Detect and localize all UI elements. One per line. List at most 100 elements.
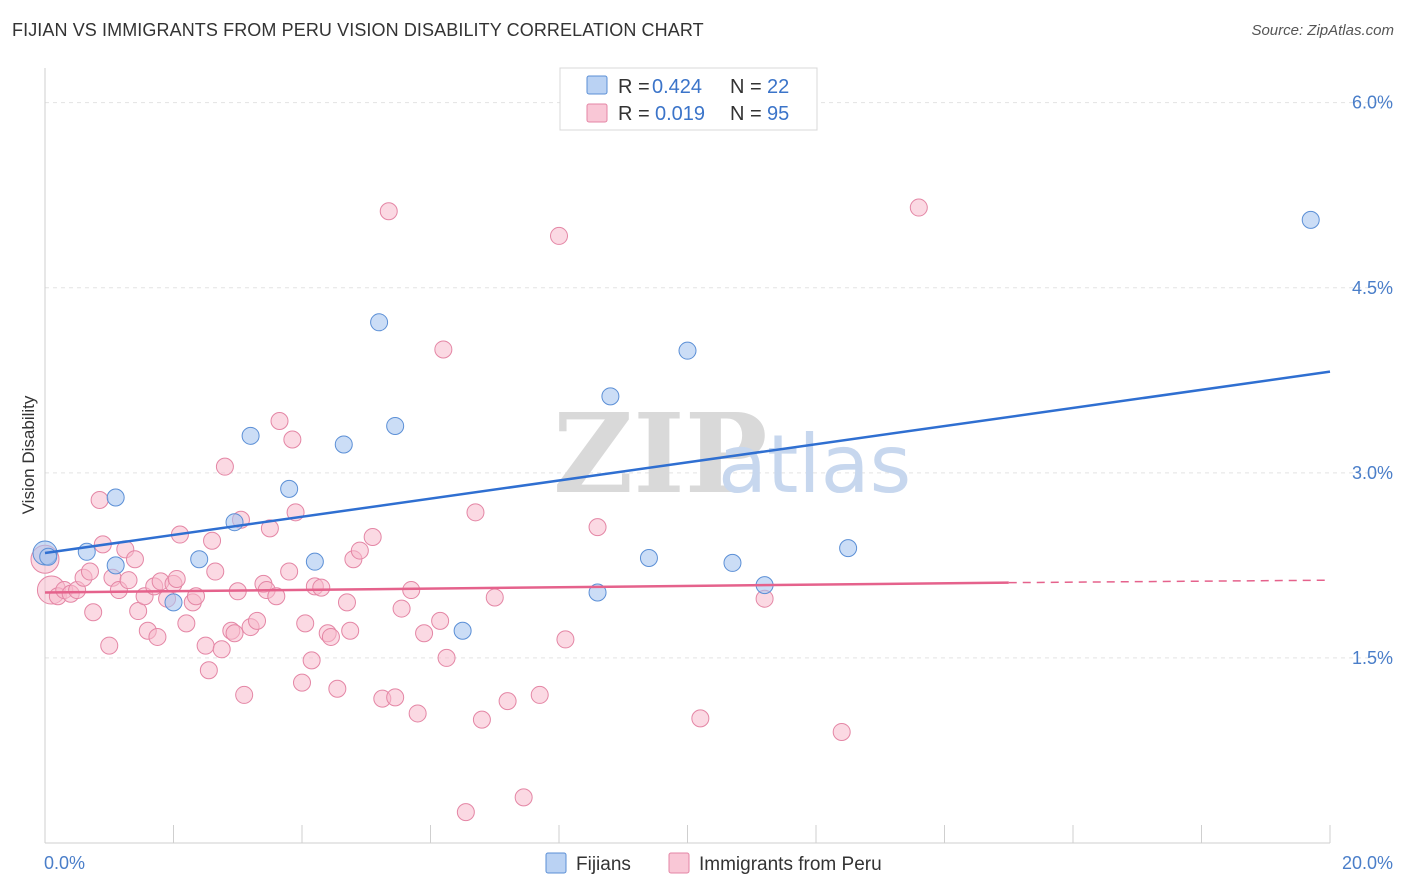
chart-title: FIJIAN VS IMMIGRANTS FROM PERU VISION DI… — [12, 20, 704, 40]
peru-point — [434, 340, 453, 359]
fijian-point — [386, 416, 405, 435]
peru-point — [472, 710, 491, 729]
peru-point — [199, 661, 218, 680]
y-tick-label: 4.5% — [1352, 278, 1393, 298]
peru-point — [466, 503, 485, 522]
peru-point — [283, 430, 302, 449]
peru-point — [386, 688, 405, 707]
series-legend-label-fijians: Fijians — [576, 854, 631, 875]
y-tick-label: 3.0% — [1352, 463, 1393, 483]
peru-point — [363, 528, 382, 546]
peru-point — [129, 602, 148, 621]
legend-n-label-peru: N = — [730, 103, 762, 125]
peru-point — [456, 803, 475, 822]
peru-point — [215, 457, 234, 476]
y-tick-label: 1.5% — [1352, 648, 1393, 668]
legend-n-value-fijians: 22 — [767, 76, 789, 98]
chart-source: Source: ZipAtlas.com — [1251, 22, 1394, 39]
peru-point — [392, 599, 411, 618]
peru-point — [148, 627, 167, 646]
peru-point — [206, 562, 225, 581]
peru-point — [267, 587, 286, 606]
peru-point — [235, 685, 254, 704]
peru-point — [270, 412, 289, 431]
y-tick-label: 6.0% — [1352, 93, 1393, 113]
fijian-point — [106, 556, 125, 575]
y-tick-labels: 1.5% 3.0% 4.5% 6.0% — [1352, 93, 1393, 668]
series-legend-swatch-fijians — [545, 852, 567, 874]
legend-n-value-peru: 95 — [767, 103, 789, 125]
peru-point — [379, 202, 398, 221]
series-legend-swatch-peru — [668, 852, 690, 874]
peru-point — [225, 624, 244, 643]
peru-point — [431, 611, 450, 630]
peru-point — [293, 673, 311, 692]
peru-point — [485, 588, 504, 607]
fijian-point — [190, 550, 209, 569]
legend-swatch-peru — [586, 103, 608, 123]
series-legend: Fijians Immigrants from Peru — [545, 852, 882, 875]
peru-point — [100, 636, 119, 655]
peru-point — [167, 569, 186, 588]
peru-trend-line — [44, 581, 1009, 594]
peru-point — [177, 614, 196, 633]
peru-point — [280, 562, 299, 581]
fijian-point — [601, 387, 620, 406]
peru-point — [90, 490, 109, 509]
fijian-point — [280, 479, 299, 498]
peru-trend-line-extension — [1008, 579, 1331, 584]
stats-legend: R = 0.424 N = 22 R = 0.019 N = 95 — [559, 67, 818, 131]
peru-point — [212, 640, 231, 659]
fijian-point — [334, 435, 353, 454]
fijian-point — [241, 426, 260, 445]
fijian-point — [839, 539, 858, 558]
fijian-point — [723, 553, 742, 572]
peru-point — [80, 562, 99, 581]
fijian-point — [588, 583, 607, 602]
series-legend-label-peru: Immigrants from Peru — [699, 854, 882, 875]
peru-point — [337, 593, 356, 612]
peru-point — [588, 518, 607, 537]
fijian-point — [305, 552, 324, 571]
fijian-point — [164, 593, 183, 612]
legend-swatch-fijians — [586, 75, 608, 95]
watermark: ZIP atlas — [553, 389, 911, 518]
peru-point — [550, 226, 568, 245]
peru-point — [302, 651, 321, 670]
peru-points — [30, 198, 928, 822]
peru-point — [84, 603, 103, 622]
fijian-point — [453, 621, 472, 640]
legend-r-label-peru: R = — [618, 103, 650, 125]
peru-point — [832, 722, 851, 741]
peru-point — [691, 709, 710, 728]
peru-point — [196, 636, 215, 655]
peru-point — [260, 519, 279, 538]
grid-layer — [45, 102, 1392, 659]
peru-point — [350, 541, 369, 560]
fijian-point — [1301, 210, 1320, 229]
peru-point — [328, 679, 347, 698]
axis-layer — [44, 68, 1331, 844]
peru-point — [498, 692, 517, 711]
legend-r-label-fijians: R = — [618, 76, 650, 98]
peru-point — [125, 550, 144, 569]
peru-point — [248, 611, 267, 630]
peru-point — [312, 578, 331, 597]
peru-point — [296, 614, 315, 633]
peru-point — [514, 788, 533, 807]
legend-n-label-fijians: N = — [730, 76, 762, 98]
fijians-trend-line — [44, 370, 1331, 555]
legend-r-value-fijians: 0.424 — [652, 76, 702, 98]
peru-point — [341, 621, 360, 640]
fijian-point — [639, 548, 658, 567]
fijian-point — [370, 313, 389, 332]
peru-point — [909, 198, 928, 217]
peru-point — [321, 627, 340, 646]
watermark-atlas: atlas — [718, 418, 911, 511]
peru-point — [408, 704, 427, 723]
peru-point — [119, 571, 138, 590]
x-tick-label-max: 20.0% — [1342, 853, 1393, 873]
trend-layer — [44, 370, 1331, 594]
peru-point — [556, 630, 575, 649]
